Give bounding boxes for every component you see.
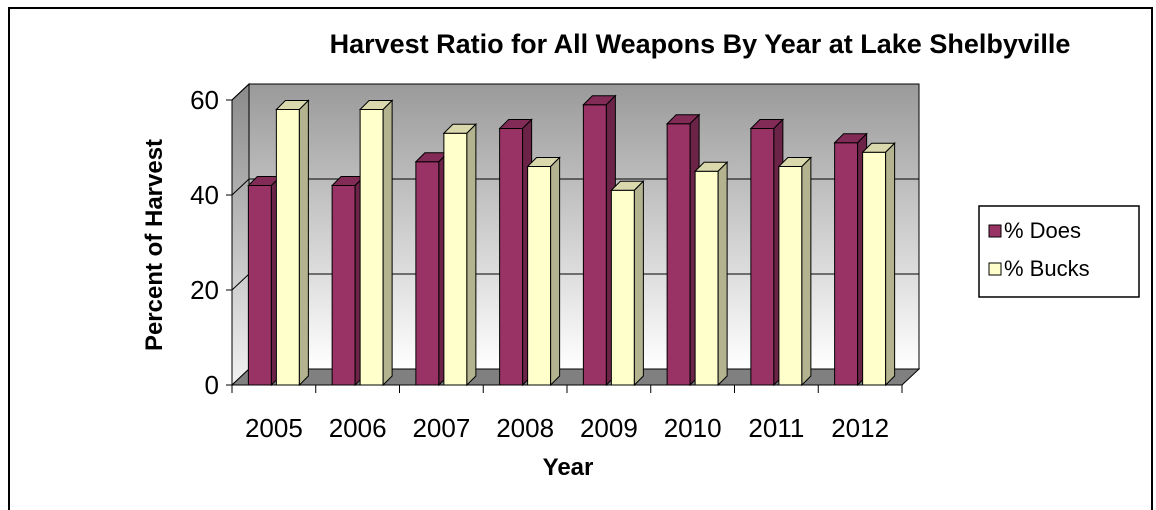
bar-does xyxy=(665,113,701,387)
legend-swatch xyxy=(988,262,1002,276)
chart-title: Harvest Ratio for All Weapons By Year at… xyxy=(330,29,1071,59)
bar-front xyxy=(666,123,691,386)
bar-front xyxy=(415,161,440,386)
y-tick-label: 20 xyxy=(190,275,219,305)
bar-bucks xyxy=(358,99,394,387)
bar-does xyxy=(330,175,366,387)
bar-front xyxy=(582,104,607,386)
legend-label: % Does xyxy=(1004,218,1081,243)
bar-front xyxy=(499,128,524,386)
bar-side xyxy=(633,180,644,387)
bar-does xyxy=(582,94,617,387)
side-wall xyxy=(231,82,250,387)
bar-bucks xyxy=(526,156,561,387)
bar-bucks xyxy=(610,180,645,387)
gridline xyxy=(231,83,919,101)
bar-bucks xyxy=(275,99,310,387)
bar-bucks xyxy=(693,161,729,387)
bar-does xyxy=(833,132,868,387)
y-axis-title: Percent of Harvest xyxy=(141,139,168,351)
bar-does xyxy=(414,151,450,387)
x-tick-label: 2010 xyxy=(664,413,722,443)
bar-side xyxy=(801,156,812,387)
bar-side xyxy=(298,99,309,387)
bar-side xyxy=(466,123,477,387)
x-tick-label: 2008 xyxy=(496,413,554,443)
bar-side xyxy=(885,142,896,387)
bar-side xyxy=(382,99,393,387)
bar-front xyxy=(247,185,272,386)
legend-swatch xyxy=(988,224,1002,238)
y-tick-label: 0 xyxy=(205,370,219,400)
bar-does xyxy=(749,118,785,387)
bar-front xyxy=(443,132,468,386)
legend-box xyxy=(978,205,1140,298)
legend-label: % Bucks xyxy=(1004,256,1090,281)
bar-front xyxy=(862,151,887,386)
legend: % Does % Bucks xyxy=(978,205,1140,298)
bar-front xyxy=(359,109,384,386)
bar-side xyxy=(550,156,561,387)
bar-does xyxy=(247,175,282,387)
bar-front xyxy=(834,142,859,386)
x-tick-label: 2005 xyxy=(245,413,303,443)
bar-bucks xyxy=(861,142,896,387)
y-tick-label: 40 xyxy=(190,180,219,210)
bar-bucks xyxy=(777,156,813,387)
bar-front xyxy=(694,170,719,386)
plot-area: 0 20 40 60 2005 2006 2007 2008 2009 2010 2011 2012 xyxy=(190,82,921,443)
x-tick-label: 2007 xyxy=(412,413,470,443)
bar-front xyxy=(750,128,775,386)
x-tick-label: 2006 xyxy=(329,413,387,443)
x-tick-label: 2012 xyxy=(831,413,889,443)
bar-side xyxy=(717,161,728,387)
bar-front xyxy=(610,189,635,386)
bar-front xyxy=(275,109,300,386)
bar-bucks xyxy=(442,123,478,387)
bar-front xyxy=(331,185,356,386)
x-axis-title: Year xyxy=(543,454,594,481)
x-tick-label: 2009 xyxy=(580,413,638,443)
bar-front xyxy=(778,166,803,386)
x-tick-label: 2011 xyxy=(748,413,804,443)
y-tick-label: 60 xyxy=(190,85,219,115)
bar-does xyxy=(498,118,533,387)
bar-front xyxy=(527,166,552,386)
